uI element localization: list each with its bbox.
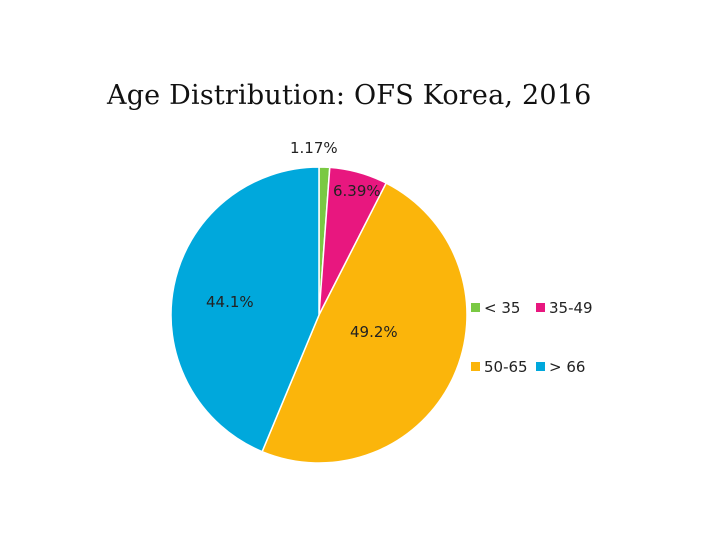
legend-swatch bbox=[536, 303, 545, 312]
pie-slice bbox=[261, 182, 468, 464]
legend-swatch bbox=[536, 362, 545, 371]
legend-label: < 35 bbox=[484, 299, 520, 317]
legend: < 35 35-49 50-65 > 66 bbox=[471, 299, 593, 376]
pie-slices bbox=[170, 166, 468, 464]
data-labels: 1.17% 6.39% 49.2% 44.1% bbox=[206, 139, 398, 341]
legend-swatch bbox=[471, 362, 480, 371]
legend-label: > 66 bbox=[549, 358, 585, 376]
data-label: 6.39% bbox=[333, 182, 381, 200]
legend-label: 35-49 bbox=[549, 299, 593, 317]
data-label: 1.17% bbox=[290, 139, 338, 157]
data-label: 44.1% bbox=[206, 293, 254, 311]
pie-slice bbox=[170, 166, 320, 453]
legend-swatch bbox=[471, 303, 480, 312]
chart-title: Age Distribution: OFS Korea, 2016 bbox=[107, 80, 592, 111]
legend-label: 50-65 bbox=[484, 358, 528, 376]
data-label: 49.2% bbox=[350, 323, 398, 341]
